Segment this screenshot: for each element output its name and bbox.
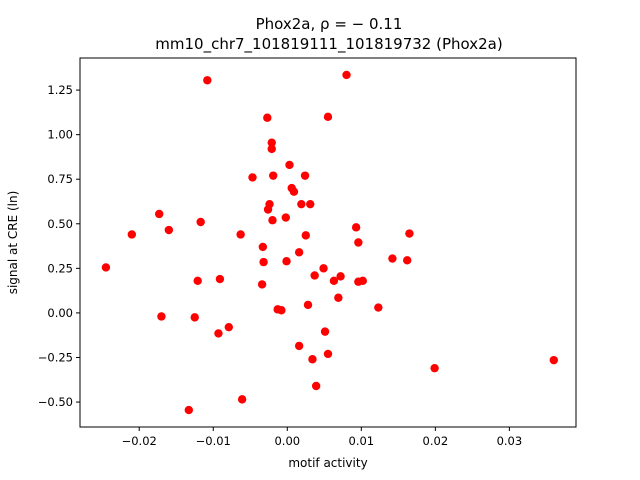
data-point-30 bbox=[285, 160, 294, 170]
data-point-21 bbox=[265, 199, 274, 209]
data-point-10 bbox=[214, 329, 223, 338]
data-point-12 bbox=[224, 322, 233, 332]
data-point-22 bbox=[267, 138, 276, 147]
data-point-54 bbox=[358, 276, 367, 286]
data-point-58 bbox=[405, 229, 414, 238]
data-point-38 bbox=[303, 300, 313, 310]
data-point-8 bbox=[196, 217, 205, 227]
data-point-15 bbox=[248, 173, 257, 182]
y-axis-label: signal at CRE (ln) bbox=[6, 191, 20, 295]
data-point-0 bbox=[101, 263, 111, 272]
data-point-17 bbox=[258, 242, 268, 252]
x-tick-label-2: 0.00 bbox=[274, 434, 300, 448]
y-tick-label-4: 0.50 bbox=[47, 217, 73, 231]
data-point-46 bbox=[323, 349, 333, 359]
data-point-2 bbox=[155, 209, 164, 219]
data-point-34 bbox=[294, 248, 304, 257]
data-point-41 bbox=[310, 271, 319, 280]
data-point-57 bbox=[403, 256, 412, 265]
data-point-48 bbox=[334, 293, 343, 302]
x-axis-label: motif activity bbox=[288, 456, 367, 470]
data-point-16 bbox=[257, 280, 267, 289]
x-tick-label-5: 0.03 bbox=[497, 434, 523, 448]
data-point-45 bbox=[323, 112, 333, 122]
y-tick-label-7: 1.25 bbox=[47, 83, 73, 97]
y-tick-label-2: 0.00 bbox=[47, 306, 73, 320]
data-point-29 bbox=[282, 257, 291, 266]
y-tick-label-0: −0.50 bbox=[38, 395, 73, 409]
data-point-50 bbox=[342, 70, 351, 80]
data-point-23 bbox=[267, 144, 276, 154]
y-axis-ticks: −0.50 −0.25 0.00 0.25 0.50 0.75 1.00 1.25 bbox=[38, 83, 80, 409]
data-point-47 bbox=[329, 276, 339, 286]
data-point-43 bbox=[319, 264, 328, 273]
data-point-19 bbox=[263, 113, 272, 122]
data-point-44 bbox=[320, 327, 330, 336]
data-point-56 bbox=[388, 254, 397, 263]
data-point-9 bbox=[203, 76, 212, 85]
data-point-3 bbox=[157, 312, 166, 321]
x-tick-label-0: −0.02 bbox=[122, 434, 157, 448]
x-tick-label-3: 0.01 bbox=[349, 434, 375, 448]
x-axis-ticks: −0.02 −0.01 0.00 0.01 0.02 0.03 bbox=[122, 427, 523, 448]
y-tick-label-3: 0.25 bbox=[47, 261, 73, 275]
data-point-51 bbox=[351, 223, 361, 232]
data-point-7 bbox=[193, 276, 202, 286]
data-point-33 bbox=[294, 341, 304, 351]
chart-title-line-1: Phox2a, ρ = − 0.11 bbox=[256, 15, 403, 33]
x-tick-label-4: 0.02 bbox=[423, 434, 449, 448]
data-point-4 bbox=[164, 225, 174, 235]
data-point-49 bbox=[336, 272, 345, 281]
data-point-11 bbox=[215, 274, 225, 284]
scatter-points bbox=[101, 70, 558, 415]
data-point-18 bbox=[259, 257, 268, 267]
data-point-40 bbox=[308, 355, 317, 364]
data-point-35 bbox=[297, 199, 306, 209]
data-point-52 bbox=[354, 238, 363, 247]
data-point-6 bbox=[190, 313, 199, 322]
chart-title-line-2: mm10_chr7_101819111_101819732 (Phox2a) bbox=[155, 35, 502, 54]
data-point-60 bbox=[549, 355, 558, 365]
data-point-28 bbox=[281, 213, 290, 222]
data-point-14 bbox=[237, 395, 247, 404]
y-tick-label-1: −0.25 bbox=[38, 350, 73, 364]
data-point-55 bbox=[374, 303, 383, 312]
data-point-5 bbox=[184, 405, 194, 415]
data-point-37 bbox=[301, 231, 310, 240]
data-point-39 bbox=[306, 199, 315, 209]
data-point-59 bbox=[430, 363, 439, 373]
data-point-13 bbox=[236, 230, 245, 239]
x-tick-label-1: −0.01 bbox=[196, 434, 231, 448]
data-point-1 bbox=[127, 230, 137, 239]
plot-frame bbox=[79, 57, 577, 428]
y-tick-label-5: 0.75 bbox=[47, 172, 73, 186]
y-tick-label-6: 1.00 bbox=[47, 128, 73, 142]
data-point-42 bbox=[311, 381, 321, 391]
data-point-32 bbox=[289, 187, 299, 196]
data-point-36 bbox=[300, 171, 310, 180]
data-point-27 bbox=[277, 306, 286, 315]
data-point-24 bbox=[268, 216, 277, 225]
data-point-25 bbox=[269, 171, 278, 180]
